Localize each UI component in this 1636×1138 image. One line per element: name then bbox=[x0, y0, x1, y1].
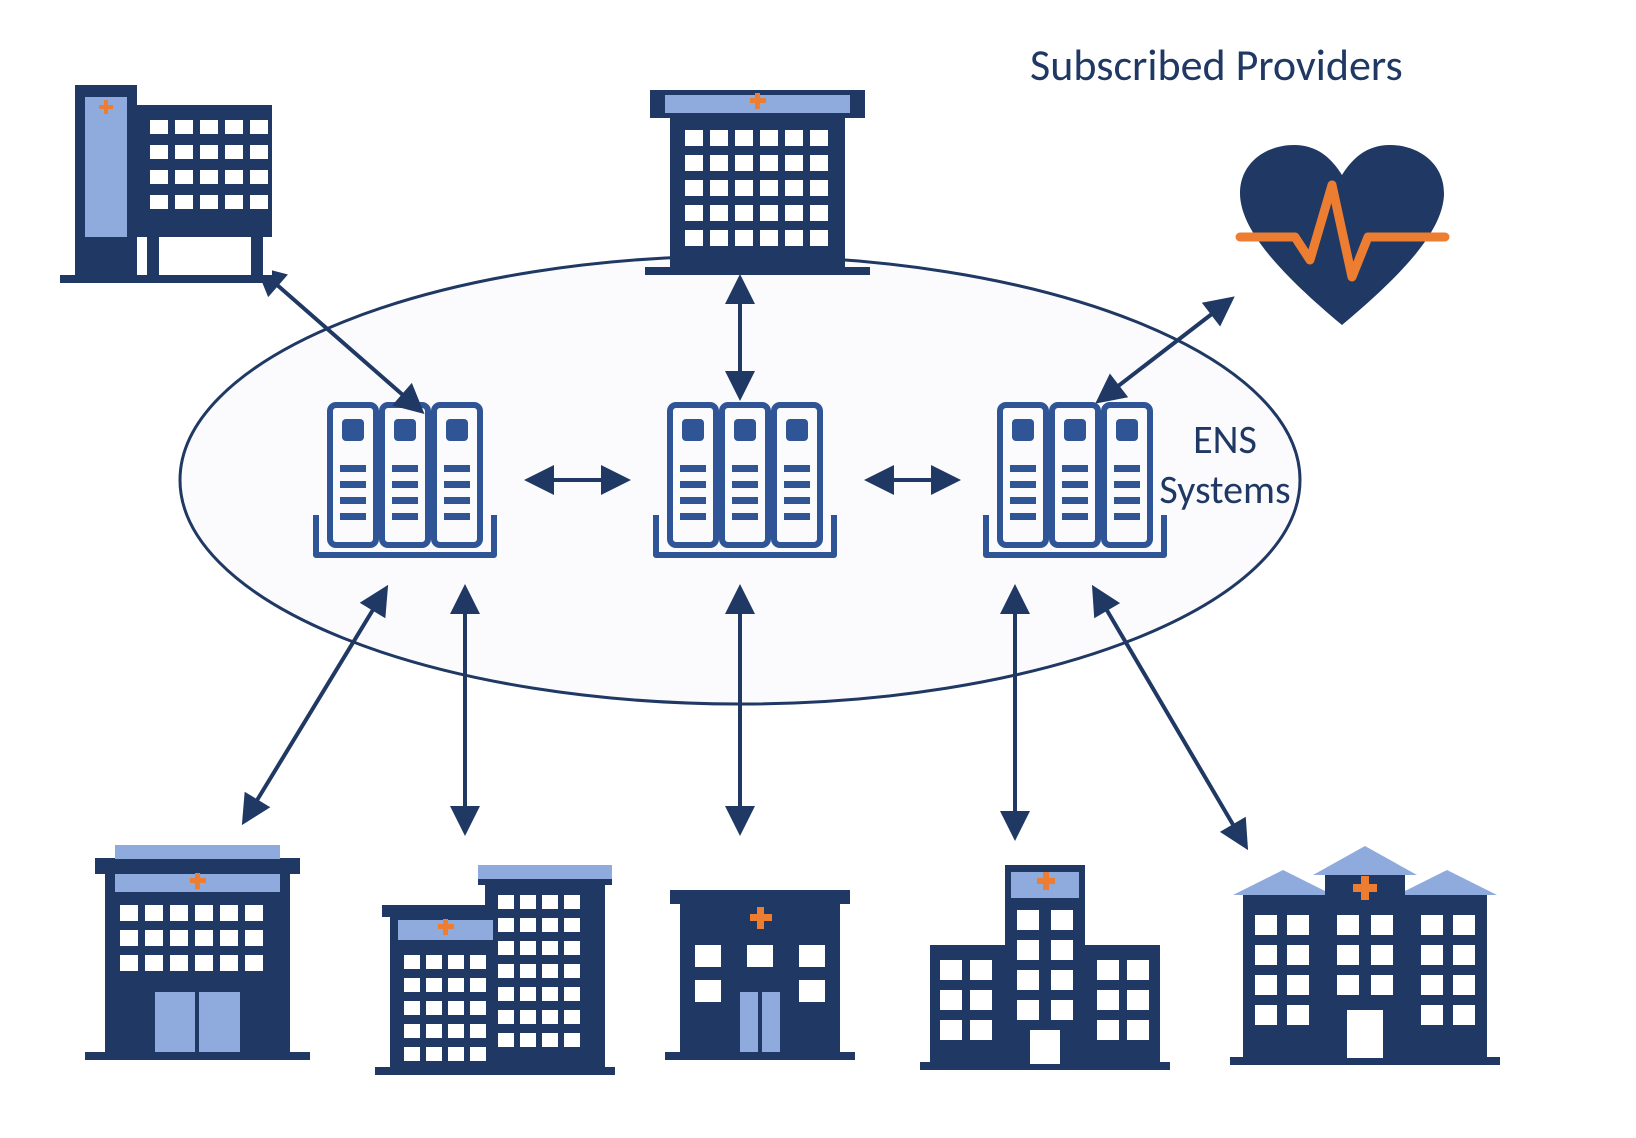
diagram-stage: { "canvas": { "width": 1636, "height": 1… bbox=[0, 0, 1636, 1138]
hospital-icon bbox=[660, 880, 860, 1060]
hospital-icon bbox=[55, 75, 285, 285]
hospital-icon bbox=[1225, 840, 1505, 1065]
hospital-icon bbox=[80, 840, 315, 1060]
heart-ecg-icon bbox=[1240, 145, 1445, 330]
hospital-icon bbox=[370, 850, 620, 1075]
hospital-icon bbox=[915, 850, 1175, 1070]
hospital-icon bbox=[640, 75, 875, 275]
